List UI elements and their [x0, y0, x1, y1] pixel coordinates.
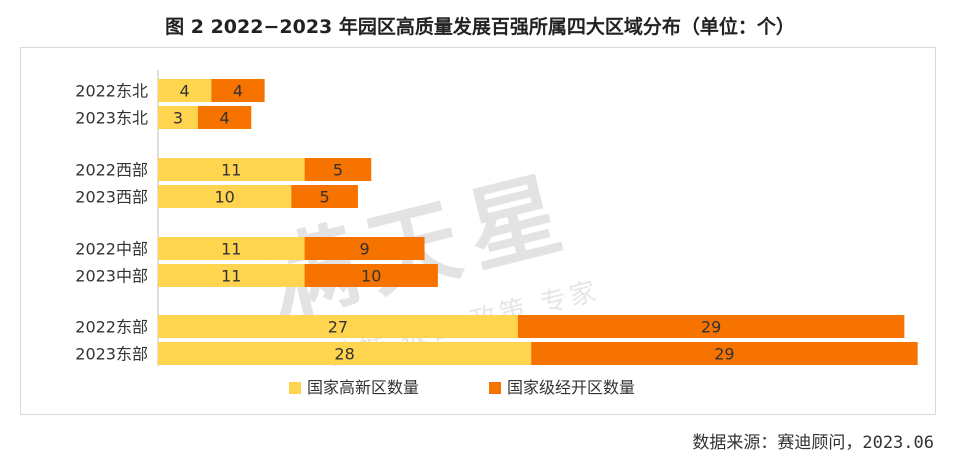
category-label: 2022西部	[75, 161, 148, 180]
data-label: 29	[714, 345, 734, 364]
legend-swatch-high-tech	[289, 382, 301, 394]
data-label: 3	[173, 109, 183, 128]
data-label: 29	[701, 318, 721, 337]
data-label: 4	[233, 82, 243, 101]
bar-high-tech	[158, 264, 305, 287]
bar-economic	[304, 264, 438, 287]
data-label: 27	[328, 318, 348, 337]
data-label: 10	[214, 188, 234, 207]
data-label: 5	[320, 188, 330, 207]
bar-high-tech	[158, 342, 532, 365]
bar-economic	[291, 185, 358, 208]
data-label: 9	[359, 240, 369, 259]
data-label: 4	[180, 82, 190, 101]
bar-economic	[197, 106, 252, 129]
category-label: 2023东北	[75, 109, 148, 128]
data-label: 11	[221, 240, 241, 259]
category-label: 2022东部	[75, 318, 148, 337]
bar-high-tech	[158, 185, 292, 208]
legend-label-economic: 国家级经开区数量	[507, 378, 635, 397]
bar-economic	[304, 158, 372, 181]
source-note: 数据来源：赛迪顾问，2023.06	[692, 433, 934, 453]
data-label: 11	[221, 267, 241, 286]
category-label: 2023中部	[75, 267, 148, 286]
bar-high-tech	[158, 237, 305, 260]
bar-economic	[531, 342, 918, 365]
category-label: 2023东部	[75, 345, 148, 364]
chart-title: 图 2 2022−2023 年园区高质量发展百强所属四大区域分布（单位：个）	[165, 16, 795, 38]
bar-high-tech	[158, 106, 198, 129]
category-label: 2022中部	[75, 240, 148, 259]
chart-panel: 满天星 数据 报告 政策 专家 2022东北442023东北342022西部11…	[20, 47, 936, 415]
category-label: 2022东北	[75, 82, 148, 101]
bar-high-tech	[158, 79, 212, 102]
legend-label-high-tech: 国家高新区数量	[307, 378, 419, 397]
data-label: 28	[334, 345, 354, 364]
bar-high-tech	[158, 315, 518, 338]
bar-economic	[304, 237, 425, 260]
category-label: 2023西部	[75, 188, 148, 207]
data-label: 5	[333, 161, 343, 180]
legend-swatch-economic	[489, 382, 501, 394]
data-label: 11	[221, 161, 241, 180]
bar-high-tech	[158, 158, 305, 181]
data-label: 4	[220, 109, 230, 128]
data-label: 10	[361, 267, 381, 286]
bar-economic	[211, 79, 265, 102]
bar-economic	[517, 315, 905, 338]
